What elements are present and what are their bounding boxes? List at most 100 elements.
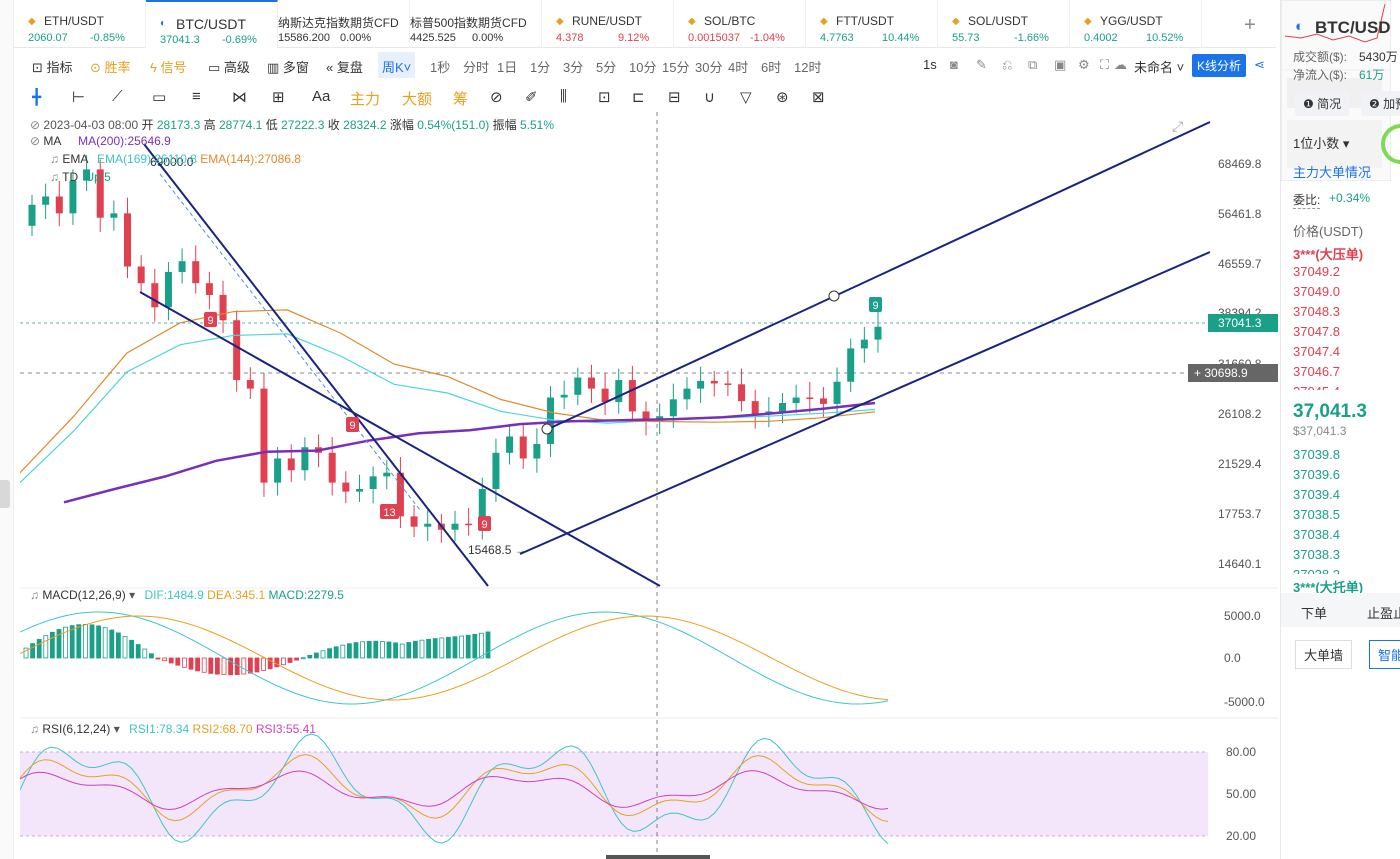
lock-icon[interactable]: ⊡ <box>598 89 611 106</box>
signal-button[interactable]: ϟ 信号 <box>150 60 187 75</box>
fullscreen-icon[interactable]: ⛶ <box>1100 57 1110 72</box>
symbol-tab[interactable]: ◆ FTT/USDT 4.7763 10.44% <box>806 0 938 48</box>
pen-icon[interactable]: ✎ <box>976 57 987 72</box>
replay-button[interactable]: « 复盘 <box>326 60 363 75</box>
interval-option[interactable]: 分时 <box>463 60 490 75</box>
trendline-icon[interactable]: ⟋ <box>112 88 123 105</box>
hline-icon[interactable]: ⊢ <box>72 89 86 106</box>
symbol-tab[interactable]: ◆ SOL/BTC 0.0015037 -1.04% <box>674 0 806 48</box>
decimal-select[interactable]: 1位小数 ▾ <box>1293 136 1350 151</box>
interval-option[interactable]: 30分 <box>695 60 723 75</box>
big-wall-button[interactable]: 大单墙 <box>1295 640 1353 669</box>
order-tab[interactable]: 下单 <box>1301 606 1328 621</box>
interval-option[interactable]: 1日 <box>497 60 518 75</box>
refresh-rate[interactable]: 1s <box>923 57 937 72</box>
smart-button[interactable]: 智能 <box>1369 640 1400 669</box>
pair-title: BTC/USD <box>1315 18 1391 37</box>
trash-icon[interactable]: ⊠ <box>812 89 825 106</box>
interval-option[interactable]: 6时 <box>761 60 782 75</box>
add-tab-button[interactable]: + <box>1244 14 1256 36</box>
interval-option[interactable]: 15分 <box>662 60 690 75</box>
bid-price[interactable]: 37038.4 <box>1293 527 1340 542</box>
bell-icon[interactable]: ♫ <box>50 152 59 166</box>
share-icon[interactable]: ⋖ <box>1254 57 1265 72</box>
chip-tool[interactable]: 筹 <box>453 91 469 108</box>
interval-option[interactable]: 1秒 <box>430 60 451 75</box>
symbol-tab[interactable]: ◆ SOL/USDT 55.73 -1.66% <box>938 0 1070 48</box>
eye-icon[interactable]: ⊛ <box>776 89 789 106</box>
main-orders-link[interactable]: 主力大单情况 <box>1293 165 1372 180</box>
text-tool-icon[interactable]: Aa <box>312 88 331 105</box>
note-icon[interactable]: ⊟ <box>668 89 681 106</box>
main-force-tool[interactable]: 主力 <box>350 91 381 108</box>
layout-name[interactable]: 未命名 ˅ <box>1134 60 1185 75</box>
interval-option[interactable]: 4时 <box>728 60 749 75</box>
interval-option[interactable]: 10分 <box>629 60 657 75</box>
bid-price[interactable]: 37039.8 <box>1293 447 1340 462</box>
collapse-handle[interactable] <box>0 480 10 508</box>
winrate-button[interactable]: ⊙ 胜率 <box>90 60 131 75</box>
expand-icon[interactable]: ⤢ <box>1172 118 1184 134</box>
collapse-icon[interactable]: ⊘ <box>30 134 41 148</box>
bell-icon[interactable]: ♫ <box>50 170 59 184</box>
candle-body <box>806 397 814 400</box>
collapse-icon[interactable]: ⊘ <box>30 118 41 132</box>
overview-tab[interactable]: ❶ 简况 <box>1295 91 1350 116</box>
tpsl-tab[interactable]: 止盈止 <box>1367 606 1400 621</box>
interval-option[interactable]: 12时 <box>794 60 822 75</box>
chevron-down-icon[interactable]: ▾ <box>113 722 120 736</box>
ask-price[interactable]: 37045.4 <box>1293 384 1340 390</box>
brush-icon[interactable]: ✐ <box>525 89 538 106</box>
ask-price[interactable]: 37048.3 <box>1293 304 1340 319</box>
bid-price[interactable]: 37038.5 <box>1293 507 1340 522</box>
interval-option[interactable]: 5分 <box>596 60 617 75</box>
chart-canvas[interactable]: 69000.0 15468.5 → 9 9 13 9 9 68469.8 56461.8 4655… <box>20 112 1278 859</box>
measure-icon[interactable]: ⊞ <box>272 89 285 106</box>
crosshair-icon[interactable]: ╋ <box>32 89 42 106</box>
window-icon[interactable]: ⧉ <box>1028 57 1038 72</box>
indicator-button[interactable]: ⊡ 指标 <box>32 60 73 75</box>
kline-chart[interactable]: 69000.0 15468.5 → 9 9 13 9 9 68469.8 56461.8 4655… <box>20 112 1278 859</box>
candle-body <box>587 377 595 389</box>
advanced-button[interactable]: ▭ 高级 <box>208 60 250 75</box>
symbol-tab[interactable]: 纳斯达克指数期货CFD 15586.200 0.00% <box>278 0 410 48</box>
rectangle-icon[interactable]: ▭ <box>152 89 167 106</box>
symbol-tab[interactable]: 标普500指数期货CFD 4425.525 0.00% <box>410 0 542 48</box>
candle-tool-icon[interactable]: ⫼ <box>560 88 567 105</box>
symbol-tab[interactable]: ◆ ETH/USDT 2060.07 -0.85% <box>14 0 146 48</box>
filter-icon[interactable]: ▽ <box>740 89 752 106</box>
ask-price[interactable]: 37049.2 <box>1293 264 1340 279</box>
bell-icon[interactable]: ♫ <box>30 722 39 736</box>
bookmark-icon[interactable]: ⊏ <box>632 89 645 106</box>
bid-price[interactable]: 37038.3 <box>1293 547 1340 562</box>
add-alert-tab[interactable]: ❷ 加预 <box>1361 91 1400 116</box>
ask-price[interactable]: 37049.0 <box>1293 284 1340 299</box>
symbol-tab[interactable]: ◆ YGG/USDT 0.4002 10.52% <box>1070 0 1202 48</box>
gear-icon[interactable]: ⚙ <box>1078 57 1090 72</box>
undo-icon[interactable]: ⎌ <box>1002 57 1013 72</box>
ask-price[interactable]: 37046.7 <box>1293 364 1340 379</box>
multiwin-button[interactable]: ▥ 多窗 <box>267 60 309 75</box>
ask-price[interactable]: 37047.4 <box>1293 344 1340 359</box>
ruler-icon[interactable]: ⊘ <box>490 89 503 106</box>
fib-icon[interactable]: ≡ <box>192 88 201 105</box>
pattern-icon[interactable]: ⋈ <box>232 89 247 106</box>
interval-option[interactable]: 3分 <box>563 60 584 75</box>
kline-analysis-button[interactable]: K线分析 <box>1192 54 1247 77</box>
ask-price[interactable]: 37047.8 <box>1293 324 1340 339</box>
bid-price[interactable]: 37039.4 <box>1293 487 1340 502</box>
magnet-icon[interactable]: ∪ <box>704 89 715 106</box>
td-badge <box>380 504 399 519</box>
camera-icon[interactable]: ◙ <box>950 57 958 72</box>
cloud-icon[interactable]: ☁ <box>1114 57 1127 72</box>
bid-price[interactable]: 37039.6 <box>1293 467 1340 482</box>
template-icon[interactable]: ▣ <box>1054 57 1067 72</box>
period-select[interactable]: 周K˅ <box>378 52 416 78</box>
symbol-tab[interactable]: ◆ RUNE/USDT 4.378 9.12% <box>542 0 674 48</box>
large-order-tool[interactable]: 大额 <box>402 91 433 108</box>
bid-price[interactable]: 37038.2 <box>1293 567 1340 574</box>
interval-option[interactable]: 1分 <box>530 60 551 75</box>
bell-icon[interactable]: ♫ <box>30 588 39 602</box>
chevron-down-icon[interactable]: ▾ <box>129 588 136 602</box>
symbol-tab[interactable]: ◐ BTC/USDT 37041.3 -0.69% <box>146 0 278 48</box>
